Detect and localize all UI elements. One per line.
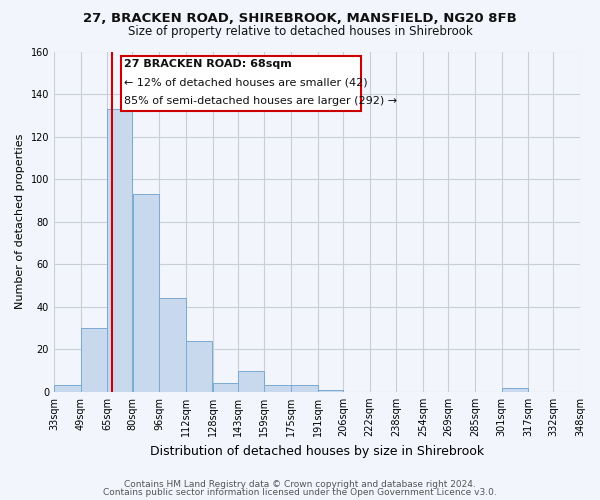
Bar — [186, 341, 212, 392]
X-axis label: Distribution of detached houses by size in Shirebrook: Distribution of detached houses by size … — [150, 444, 484, 458]
Text: 85% of semi-detached houses are larger (292) →: 85% of semi-detached houses are larger (… — [124, 96, 397, 106]
Bar — [238, 370, 264, 392]
Text: Contains public sector information licensed under the Open Government Licence v3: Contains public sector information licen… — [103, 488, 497, 497]
Bar — [265, 386, 291, 392]
Bar — [54, 386, 80, 392]
Bar — [502, 388, 528, 392]
Text: 27, BRACKEN ROAD, SHIREBROOK, MANSFIELD, NG20 8FB: 27, BRACKEN ROAD, SHIREBROOK, MANSFIELD,… — [83, 12, 517, 26]
Bar — [213, 384, 238, 392]
Text: Contains HM Land Registry data © Crown copyright and database right 2024.: Contains HM Land Registry data © Crown c… — [124, 480, 476, 489]
Bar — [81, 328, 107, 392]
Bar — [159, 298, 186, 392]
Y-axis label: Number of detached properties: Number of detached properties — [15, 134, 25, 310]
Bar — [318, 390, 343, 392]
Bar — [107, 109, 132, 392]
Bar — [133, 194, 159, 392]
Bar — [291, 386, 317, 392]
Text: ← 12% of detached houses are smaller (42): ← 12% of detached houses are smaller (42… — [124, 78, 368, 88]
Text: Size of property relative to detached houses in Shirebrook: Size of property relative to detached ho… — [128, 25, 472, 38]
Text: 27 BRACKEN ROAD: 68sqm: 27 BRACKEN ROAD: 68sqm — [124, 59, 292, 69]
FancyBboxPatch shape — [121, 56, 361, 111]
